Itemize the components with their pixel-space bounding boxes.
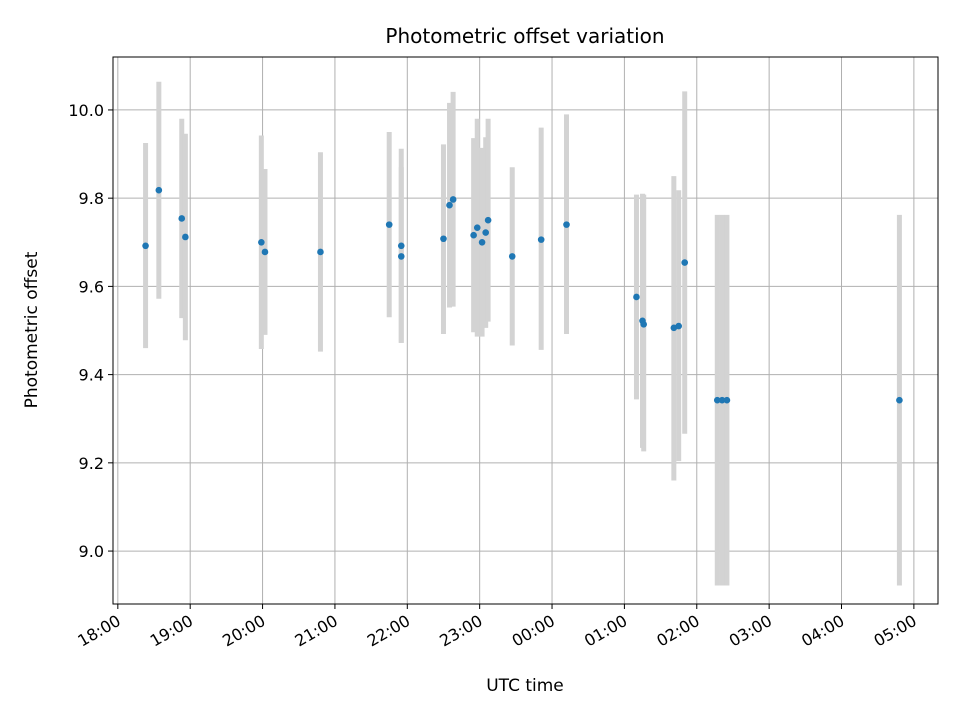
data-point bbox=[446, 201, 453, 209]
data-point bbox=[385, 221, 393, 228]
data-point bbox=[640, 321, 648, 328]
data-point bbox=[896, 396, 903, 404]
data-point bbox=[718, 396, 726, 404]
data-point bbox=[473, 224, 481, 232]
data-point bbox=[440, 235, 447, 243]
data-point bbox=[182, 233, 189, 241]
data-points bbox=[142, 186, 903, 404]
y-tick-label: 10.0 bbox=[68, 101, 104, 120]
data-point bbox=[563, 221, 570, 228]
data-point bbox=[258, 238, 265, 246]
y-axis-label: Photometric offset bbox=[22, 251, 42, 408]
plot-area bbox=[113, 57, 938, 604]
y-axis: 9.0 9.2 9.4 9.6 9.8 10.0 bbox=[68, 101, 113, 561]
data-point bbox=[633, 293, 640, 301]
data-point bbox=[142, 242, 149, 250]
data-point bbox=[508, 253, 516, 260]
data-point bbox=[449, 196, 457, 203]
data-point bbox=[478, 238, 486, 246]
data-point bbox=[675, 322, 682, 330]
data-point bbox=[470, 231, 477, 239]
data-point bbox=[723, 396, 731, 404]
y-tick-label: 9.2 bbox=[79, 454, 104, 473]
x-axis-label: UTC time bbox=[486, 676, 564, 696]
data-point bbox=[397, 253, 405, 260]
y-tick-label: 9.6 bbox=[79, 277, 104, 296]
y-tick-label: 9.8 bbox=[79, 189, 104, 208]
y-tick-label: 9.4 bbox=[79, 366, 104, 385]
data-point bbox=[681, 259, 689, 266]
data-point bbox=[537, 236, 545, 243]
data-point bbox=[482, 229, 489, 236]
data-point bbox=[484, 216, 492, 224]
data-point bbox=[261, 248, 269, 256]
data-point bbox=[713, 396, 721, 404]
chart-title: Photometric offset variation bbox=[385, 24, 664, 48]
y-tick-label: 9.0 bbox=[79, 542, 104, 561]
data-point bbox=[317, 248, 324, 256]
plot-frame bbox=[112, 56, 939, 605]
data-point bbox=[397, 242, 405, 250]
data-point bbox=[178, 215, 186, 222]
data-point bbox=[155, 186, 163, 194]
